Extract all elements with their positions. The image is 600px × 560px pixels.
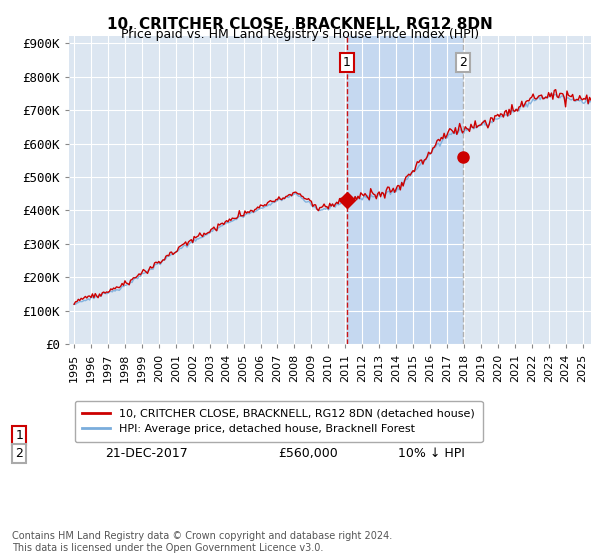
- Bar: [347, 36, 463, 344]
- Text: £560,000: £560,000: [278, 447, 338, 460]
- Text: 28-JAN-2011: 28-JAN-2011: [106, 429, 184, 442]
- Text: 1: 1: [343, 56, 350, 69]
- Text: 2: 2: [16, 447, 23, 460]
- Legend: 10, CRITCHER CLOSE, BRACKNELL, RG12 8DN (detached house), HPI: Average price, de: 10, CRITCHER CLOSE, BRACKNELL, RG12 8DN …: [74, 401, 482, 442]
- Text: 10% ↓ HPI: 10% ↓ HPI: [398, 447, 465, 460]
- Text: Contains HM Land Registry data © Crown copyright and database right 2024.
This d: Contains HM Land Registry data © Crown c…: [12, 531, 392, 553]
- Text: 21-DEC-2017: 21-DEC-2017: [106, 447, 188, 460]
- Text: £430,000: £430,000: [278, 429, 337, 442]
- Text: 4% ↑ HPI: 4% ↑ HPI: [398, 429, 457, 442]
- Text: 2: 2: [460, 56, 467, 69]
- Text: Price paid vs. HM Land Registry's House Price Index (HPI): Price paid vs. HM Land Registry's House …: [121, 28, 479, 41]
- Text: 10, CRITCHER CLOSE, BRACKNELL, RG12 8DN: 10, CRITCHER CLOSE, BRACKNELL, RG12 8DN: [107, 17, 493, 32]
- Text: 1: 1: [16, 429, 23, 442]
